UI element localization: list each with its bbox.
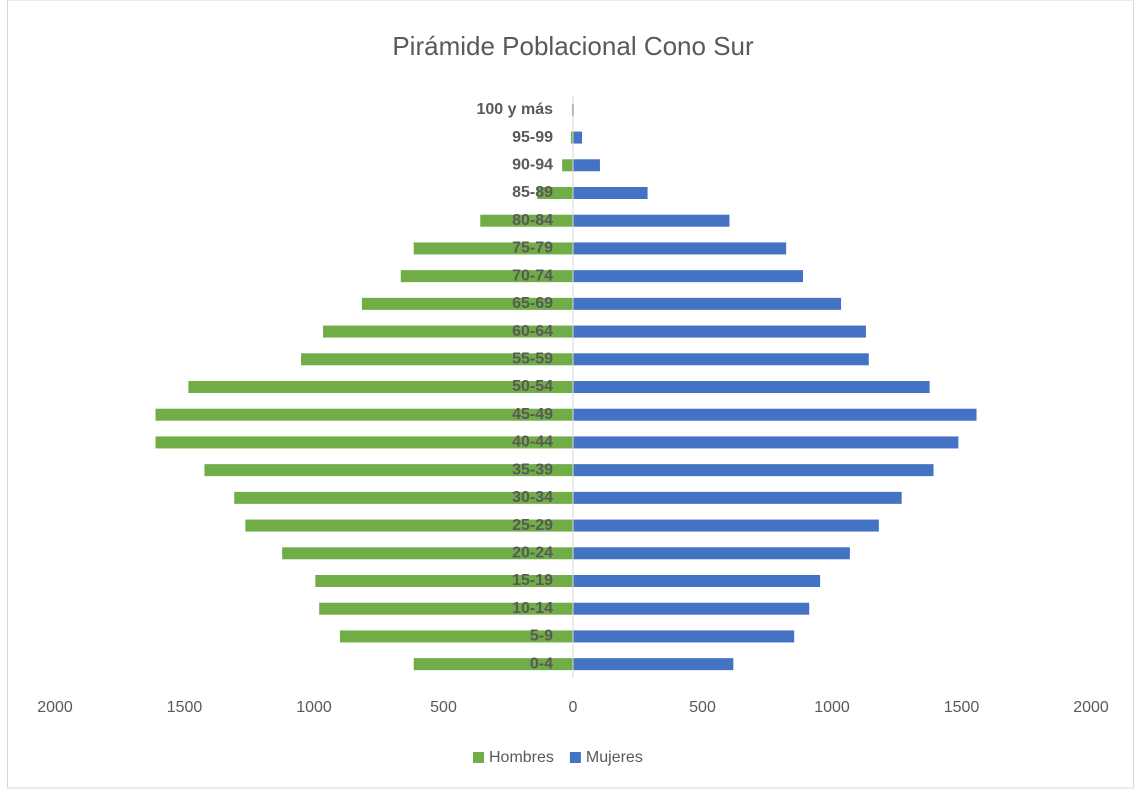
- bar: [282, 547, 573, 560]
- legend-label: Mujeres: [586, 749, 643, 766]
- y-tick-label: 0-4: [530, 655, 553, 672]
- bar: [155, 436, 573, 449]
- bar: [573, 575, 821, 587]
- x-tick-label: 1000: [296, 699, 332, 716]
- y-tick-label: 95-99: [512, 129, 553, 146]
- y-tick-label: 10-14: [512, 600, 553, 617]
- y-tick-label: 60-64: [512, 323, 553, 340]
- bar: [573, 242, 787, 255]
- bar: [573, 381, 930, 393]
- bar: [537, 187, 573, 199]
- bar: [323, 325, 573, 338]
- bar: [570, 131, 573, 144]
- y-tick-label: 65-69: [512, 295, 553, 312]
- bar: [319, 602, 573, 615]
- bar: [573, 159, 600, 172]
- y-tick-label: 30-34: [512, 489, 553, 506]
- bar: [573, 491, 902, 504]
- bar: [573, 325, 866, 338]
- y-tick-label: 20-24: [512, 545, 553, 562]
- y-tick-label: 25-29: [512, 517, 553, 534]
- bar: [413, 658, 573, 671]
- bar: [480, 214, 573, 227]
- x-tick-label: 1500: [944, 699, 980, 716]
- bar: [562, 159, 573, 172]
- bar: [573, 658, 734, 671]
- bar: [571, 103, 573, 116]
- chart-frame: [7, 0, 1134, 789]
- x-tick-label: 2000: [1073, 699, 1109, 716]
- legend-label: Hombres: [489, 749, 554, 766]
- y-tick-label: 85-89: [512, 184, 553, 201]
- bar: [573, 519, 879, 532]
- bar: [573, 270, 803, 283]
- bar: [315, 575, 573, 587]
- bar: [573, 547, 850, 560]
- bar: [573, 187, 648, 199]
- bar: [573, 214, 730, 227]
- bar: [400, 270, 573, 283]
- legend-swatch: [473, 752, 484, 763]
- y-tick-label: 5-9: [530, 628, 553, 645]
- bar: [413, 242, 573, 255]
- bar: [301, 353, 573, 366]
- y-tick-label: 15-19: [512, 572, 553, 589]
- bar: [234, 491, 573, 504]
- y-tick-label: 70-74: [512, 267, 553, 284]
- y-tick-label: 55-59: [512, 351, 553, 368]
- y-tick-label: 75-79: [512, 240, 553, 257]
- x-tick-label: 2000: [37, 699, 73, 716]
- bar: [339, 630, 573, 643]
- bar: [573, 464, 934, 477]
- y-tick-label: 40-44: [512, 434, 553, 451]
- bar: [188, 381, 573, 393]
- x-tick-label: 0: [569, 699, 578, 716]
- chart-title: Pirámide Poblacional Cono Sur: [392, 31, 754, 61]
- bar: [573, 602, 810, 615]
- bar: [155, 408, 573, 421]
- x-tick-label: 500: [689, 699, 716, 716]
- bar: [573, 630, 795, 643]
- legend-swatch: [569, 752, 581, 763]
- bar: [573, 436, 959, 449]
- y-tick-label: 90-94: [512, 157, 553, 174]
- bar: [573, 297, 842, 310]
- y-tick-label: 80-84: [512, 212, 553, 229]
- bar: [245, 519, 574, 532]
- y-tick-label: 45-49: [512, 406, 553, 423]
- x-tick-label: 1500: [167, 699, 203, 716]
- bar: [573, 353, 869, 366]
- y-tick-label: 35-39: [512, 461, 553, 478]
- x-tick-label: 500: [430, 699, 457, 716]
- bar: [573, 131, 583, 144]
- bar: [361, 297, 573, 310]
- x-tick-label: 1000: [814, 699, 850, 716]
- y-tick-label: 100 y más: [476, 101, 553, 118]
- bar: [204, 464, 573, 477]
- y-tick-label: 50-54: [512, 378, 553, 395]
- bar: [573, 408, 977, 421]
